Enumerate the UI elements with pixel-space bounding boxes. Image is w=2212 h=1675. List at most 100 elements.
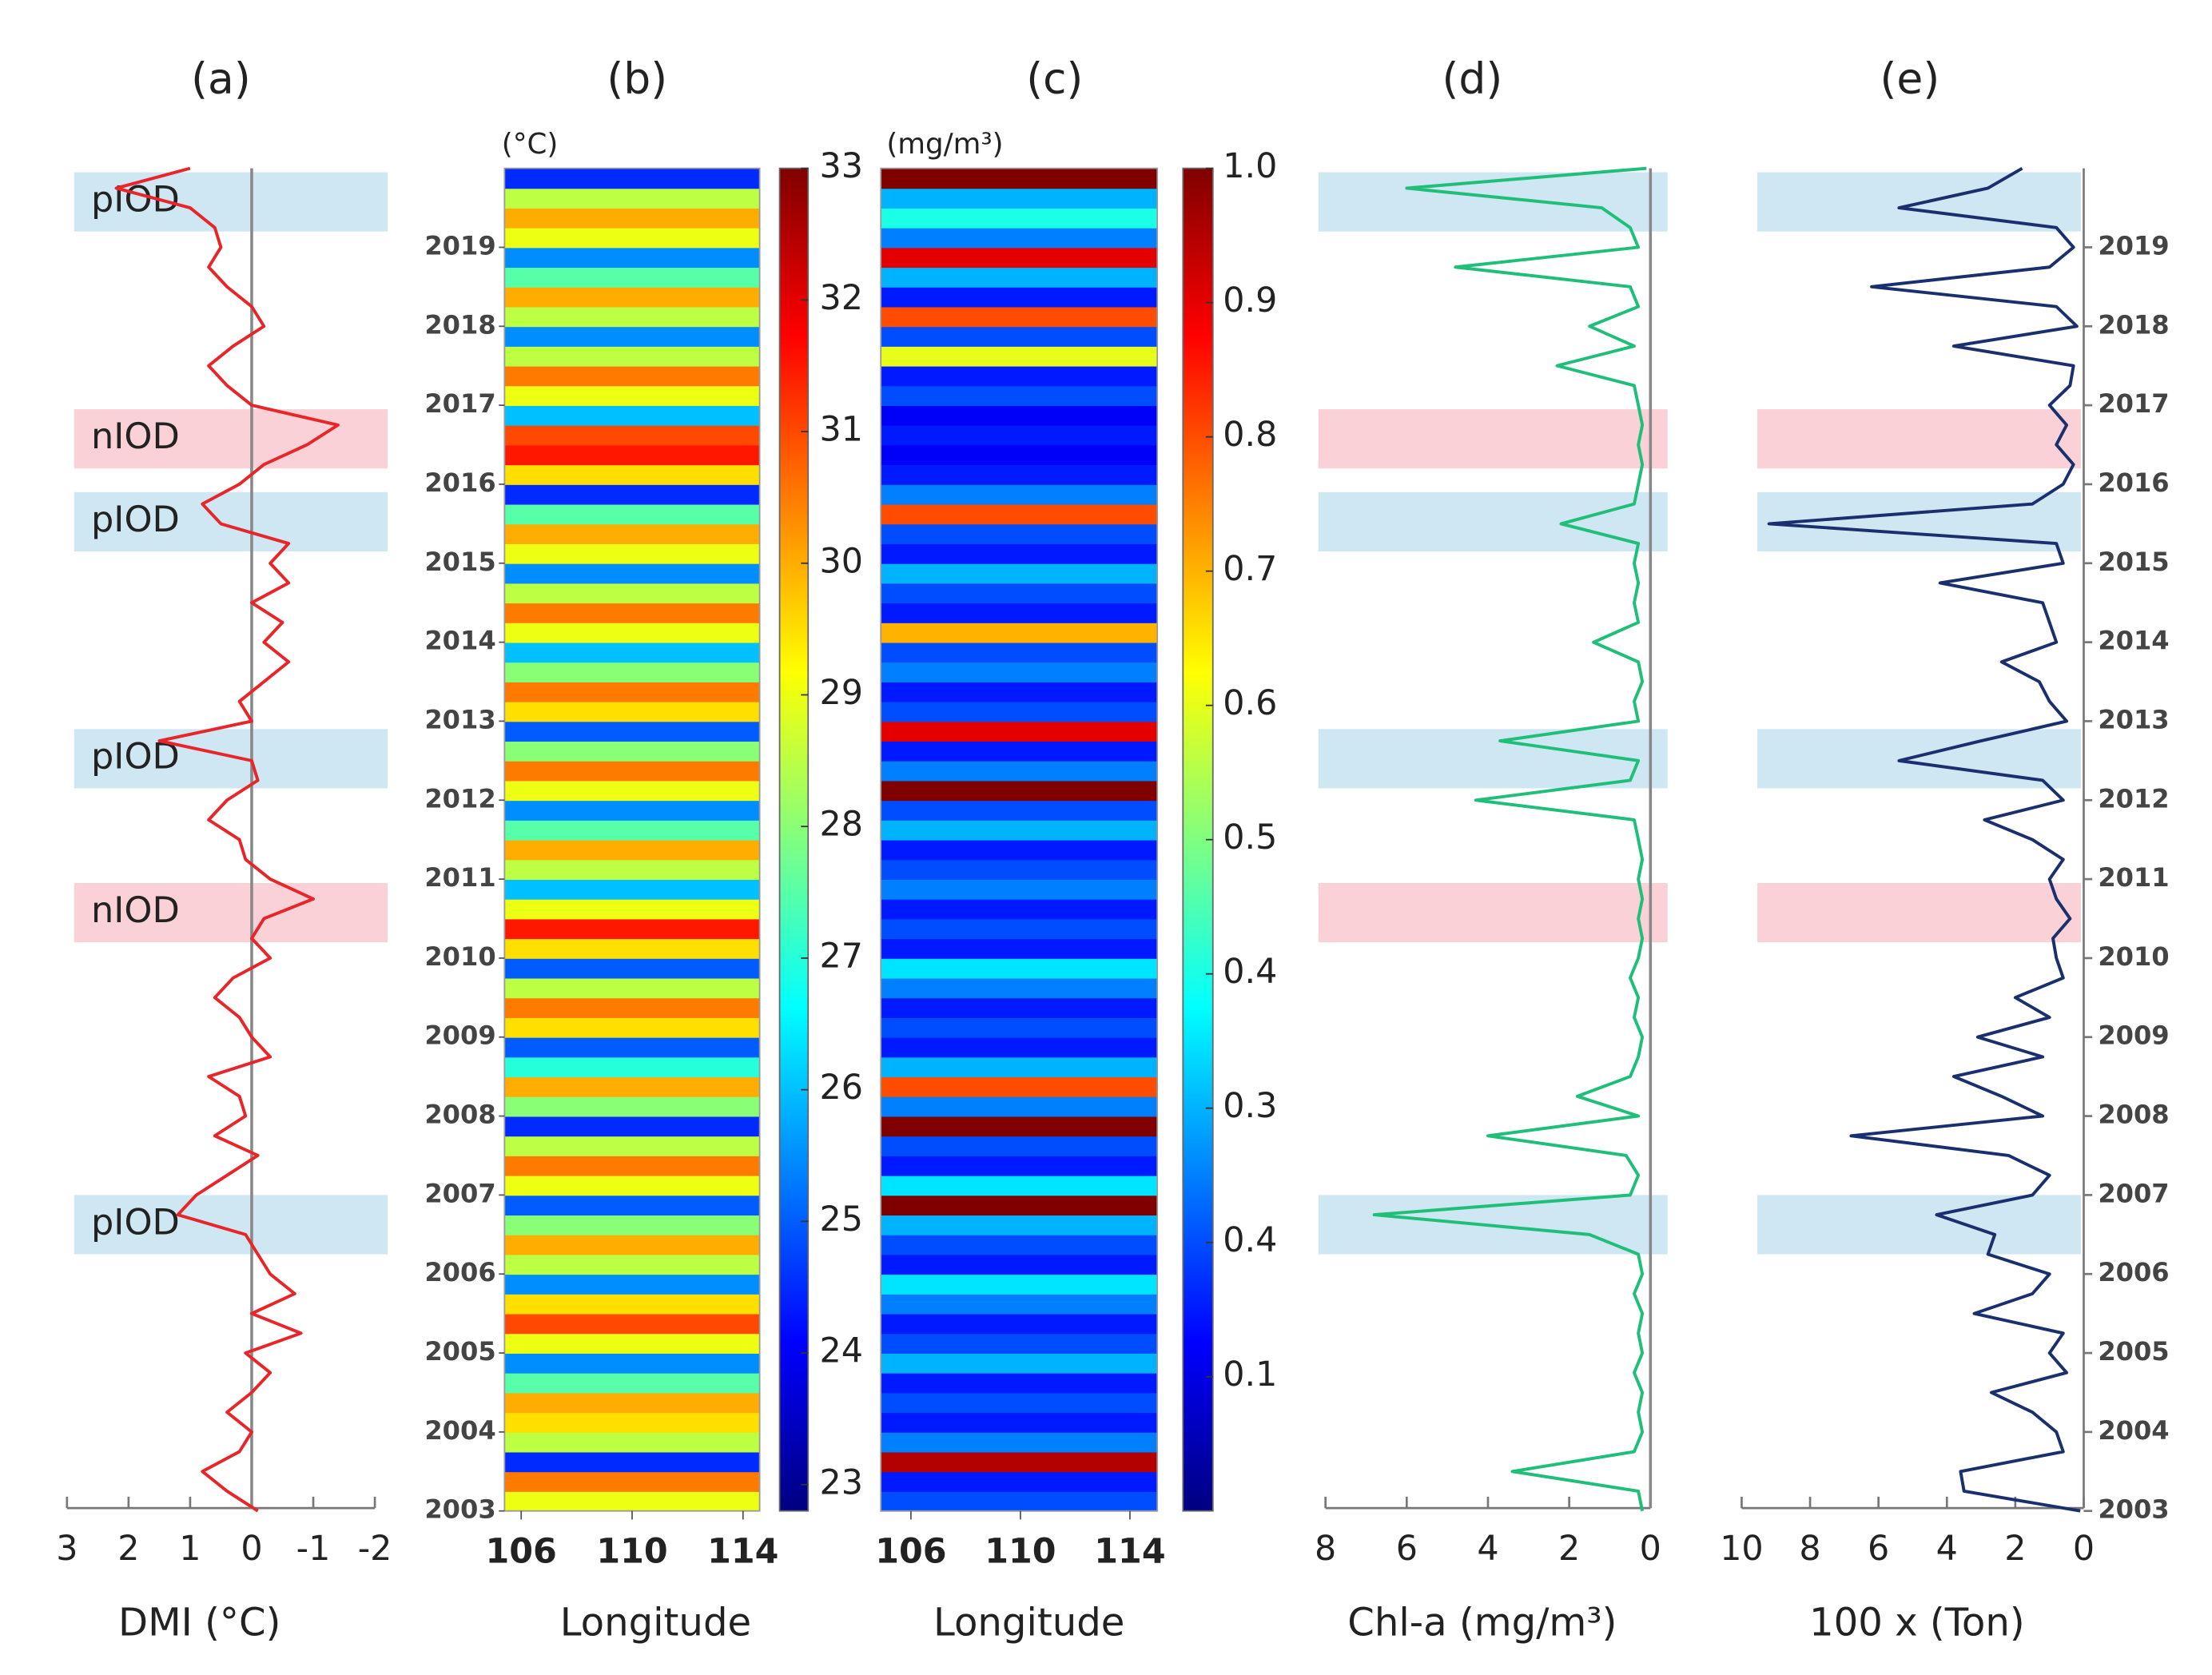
heat-cell: [504, 997, 760, 1018]
heat-cell: [881, 208, 1158, 229]
heat-cell: [881, 997, 1158, 1018]
x-tick-label: 114: [1094, 1532, 1165, 1572]
x-tick-label: 4: [1477, 1529, 1498, 1569]
colorbar-tick-label: 0.7: [1223, 549, 1277, 589]
heat-cell: [504, 1254, 760, 1275]
x-axis-label: 100 x (Ton): [1809, 1600, 2025, 1645]
x-axis-label: DMI (°C): [118, 1600, 280, 1645]
heat-cell: [504, 721, 760, 742]
heat-cell: [881, 444, 1158, 466]
colorbar-tick-label: 0.6: [1223, 683, 1277, 723]
event-band: [74, 883, 388, 943]
heat-cell: [881, 326, 1158, 347]
data-line: [114, 166, 340, 1513]
heat-cell: [881, 1471, 1158, 1492]
heat-cell: [504, 1155, 760, 1176]
heat-cell: [504, 1036, 760, 1058]
heat-cell: [881, 543, 1158, 564]
heat-cell: [881, 1313, 1158, 1335]
colorbar-tick-label: 0.3: [1223, 1086, 1277, 1126]
y-tick-label: 2004: [424, 1415, 495, 1446]
colorbar-tick-label: 0.8: [1223, 415, 1277, 455]
heat-cell: [504, 1195, 760, 1215]
heat-cell: [504, 267, 760, 288]
y-tick-label: 2019: [2098, 230, 2169, 261]
colorbar-tick-label: 27: [820, 936, 863, 976]
heat-cell: [881, 898, 1158, 920]
heat-cell: [881, 346, 1158, 367]
heat-cell: [881, 879, 1158, 900]
heat-cell: [504, 1096, 760, 1117]
heat-cell: [504, 1372, 760, 1394]
heat-cell: [881, 957, 1158, 979]
heat-cell: [504, 326, 760, 347]
heat-cell: [881, 1017, 1158, 1038]
x-tick-label: 1: [179, 1529, 201, 1569]
heat-cell: [504, 1293, 760, 1315]
x-tick-label: 114: [707, 1532, 778, 1572]
x-tick-label: 106: [875, 1532, 946, 1572]
heat-cell: [881, 918, 1158, 940]
x-axis-label: Longitude: [933, 1600, 1124, 1645]
heat-cell: [504, 168, 760, 189]
heat-cell: [881, 306, 1158, 328]
x-tick-label: 2: [117, 1529, 139, 1569]
heat-cell: [881, 1293, 1158, 1315]
x-tick-label: 106: [486, 1532, 557, 1572]
colorbar-tick-label: 0.9: [1223, 280, 1277, 320]
heat-cell: [881, 286, 1158, 308]
heat-cell: [881, 701, 1158, 722]
heat-cell: [504, 800, 760, 821]
event-band: [1757, 883, 2081, 943]
heat-cell: [504, 957, 760, 979]
heat-cell: [504, 1333, 760, 1354]
colorbar-tick-label: 0.5: [1223, 818, 1277, 857]
heat-cell: [504, 1490, 760, 1512]
heat-cell: [504, 365, 760, 387]
heat-cell: [881, 1451, 1158, 1473]
heat-cell: [881, 1412, 1158, 1433]
heat-cell: [504, 424, 760, 446]
heat-cell: [881, 405, 1158, 426]
x-tick-label: 10: [1720, 1529, 1763, 1569]
heat-cell: [504, 286, 760, 308]
heat-cell: [881, 603, 1158, 623]
heat-cell: [504, 483, 760, 505]
y-tick-label: 2008: [424, 1100, 495, 1130]
colorbar-tick-label: 33: [820, 146, 863, 186]
heat-cell: [881, 1490, 1158, 1512]
heat-cell: [504, 918, 760, 940]
heat-cell: [881, 464, 1158, 485]
unit-label: (°C): [502, 128, 559, 161]
colorbar-tick-label: 0.1: [1223, 1355, 1277, 1395]
heat-cell: [504, 1412, 760, 1433]
heat-cell: [504, 188, 760, 209]
x-tick-label: 6: [1868, 1529, 1889, 1569]
heat-cell: [504, 938, 760, 959]
heat-cell: [881, 1431, 1158, 1453]
heat-cell: [504, 1471, 760, 1492]
heat-cell: [881, 1353, 1158, 1374]
colorbar-tick-label: 0.4: [1223, 952, 1277, 992]
colorbar-tick-label: 26: [820, 1068, 863, 1108]
heat-cell: [881, 1175, 1158, 1196]
heat-frame: [880, 167, 1159, 1512]
heat-cell: [881, 800, 1158, 821]
heat-cell: [881, 938, 1158, 959]
x-tick-label: 6: [1396, 1529, 1418, 1569]
heat-cell: [504, 346, 760, 367]
heat-cell: [504, 1215, 760, 1235]
colorbar-tick-label: 0.4: [1223, 1220, 1277, 1260]
colorbar-tick-label: 25: [820, 1200, 863, 1239]
data-line: [1767, 166, 2081, 1513]
x-tick-label: 110: [985, 1532, 1056, 1572]
y-tick-label: 2013: [2098, 704, 2169, 734]
heat-cell: [504, 1451, 760, 1473]
heat-cell: [504, 385, 760, 407]
y-tick-label: 2007: [424, 1178, 495, 1208]
heat-cell: [504, 1234, 760, 1255]
event-band: [74, 491, 388, 551]
x-tick-label: 2: [1558, 1529, 1580, 1569]
heat-cell: [881, 1076, 1158, 1097]
heat-cell: [504, 741, 760, 762]
